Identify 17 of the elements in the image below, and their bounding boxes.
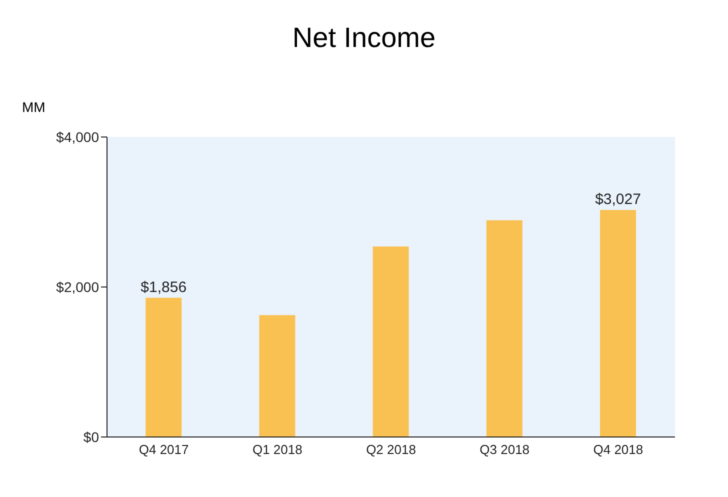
y-tick-label: $0 xyxy=(83,428,100,445)
y-tick-label: $4,000 xyxy=(56,128,100,145)
y-axis-title: MM xyxy=(22,99,46,115)
x-tick-label: Q2 2018 xyxy=(366,442,416,458)
data-label: $3,027 xyxy=(595,190,641,208)
y-tick-label: $2,000 xyxy=(56,278,100,295)
chart-title: Net Income xyxy=(291,22,437,54)
bar xyxy=(259,315,296,437)
bar xyxy=(146,298,182,437)
bar xyxy=(486,220,522,437)
bar xyxy=(600,210,636,437)
x-tick-label: Q3 2018 xyxy=(480,442,530,458)
x-tick-label: Q1 2018 xyxy=(252,442,302,458)
x-tick-label: Q4 2017 xyxy=(138,442,189,458)
x-tick-label: Q4 2018 xyxy=(593,442,644,458)
bar xyxy=(372,246,409,437)
data-label: $1,856 xyxy=(140,278,187,296)
